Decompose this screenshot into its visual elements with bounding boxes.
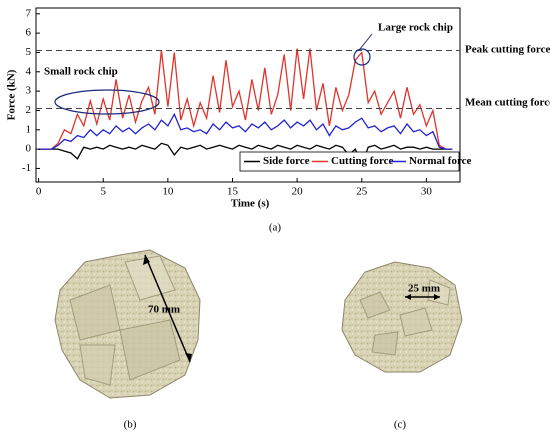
legend-label: Side force xyxy=(263,155,310,167)
reference-label: Peak cutting force xyxy=(465,44,550,56)
legend-label: Normal force xyxy=(409,155,472,167)
y-tick-label: 6 xyxy=(26,27,32,39)
plot-frame xyxy=(35,7,461,183)
y-tick-label: 5 xyxy=(26,46,32,58)
legend-box xyxy=(239,151,460,172)
scale-label: 70 mm xyxy=(148,304,180,316)
y-tick-label: 0 xyxy=(26,143,32,155)
y-tick-label: 1 xyxy=(26,123,32,135)
annotation: Large rock chip xyxy=(378,22,453,34)
y-tick-label: 3 xyxy=(26,85,32,97)
scale-label: 25 mm xyxy=(408,283,440,295)
series-line xyxy=(38,142,453,167)
x-tick-label: 20 xyxy=(292,186,304,198)
plot xyxy=(38,48,453,167)
x-tick-label: 30 xyxy=(421,186,433,198)
y-tick-label: 2 xyxy=(26,104,32,116)
y-axis-label: Force (kN) xyxy=(6,69,18,120)
y-tick-label: -1 xyxy=(22,162,31,174)
x-tick-label: 25 xyxy=(356,186,368,198)
series-line xyxy=(38,48,453,150)
photo-small-chips xyxy=(341,261,463,373)
panel-label: (c) xyxy=(394,419,407,431)
y-tick-label: 7 xyxy=(26,7,32,19)
annotation-ellipse xyxy=(54,89,160,115)
x-tick-label: 10 xyxy=(162,186,174,198)
annotation: Small rock chip xyxy=(44,66,118,78)
x-tick-label: 15 xyxy=(227,186,239,198)
series-line xyxy=(38,112,453,150)
reference-label: Mean cutting force xyxy=(465,97,550,109)
x-tick-label: 0 xyxy=(36,186,42,198)
panel-label: (a) xyxy=(269,222,282,234)
x-axis-label: Time (s) xyxy=(231,198,270,210)
annotation-leader xyxy=(359,33,373,50)
legend-label: Cutting force xyxy=(331,155,394,167)
annotation-circle xyxy=(353,48,371,66)
x-tick-label: 5 xyxy=(100,186,106,198)
y-tick-label: 4 xyxy=(26,65,32,77)
photo-large-chips xyxy=(54,249,201,399)
panel-label: (b) xyxy=(124,419,137,431)
